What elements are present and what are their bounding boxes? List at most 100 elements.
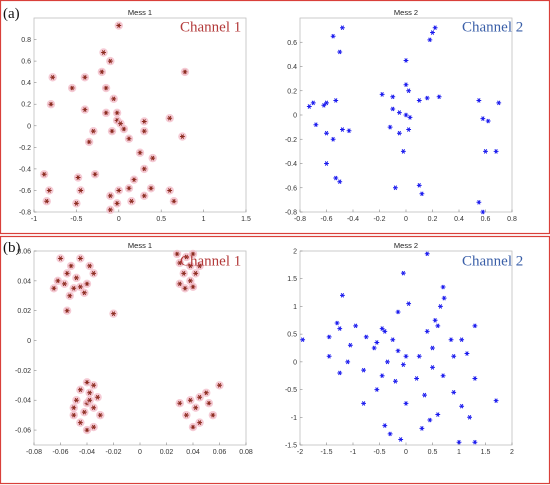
data-point (347, 342, 353, 348)
data-point (485, 118, 491, 124)
data-point (406, 88, 412, 94)
data-point (114, 201, 120, 206)
data-point (78, 188, 84, 193)
data-point (483, 149, 488, 154)
data-point (476, 199, 482, 205)
data-point (197, 263, 203, 269)
data-point (91, 382, 97, 388)
data-point (467, 414, 472, 420)
data-point (111, 311, 116, 317)
data-point (330, 33, 336, 39)
y-tick-label: -0.2 (285, 137, 297, 144)
data-point (390, 106, 396, 112)
y-tick-label: -0.8 (19, 210, 31, 217)
panel-title: Mess 1 (128, 241, 152, 250)
data-point (390, 94, 396, 100)
data-point (46, 188, 52, 193)
data-point (217, 382, 222, 388)
data-point (407, 115, 413, 120)
y-tick-label: 0.5 (287, 332, 297, 339)
row-b-label: (b) (3, 240, 21, 256)
data-point (107, 58, 113, 64)
channel-label: Channel 2 (462, 254, 523, 270)
data-point (374, 340, 380, 345)
y-tick-label: 1 (293, 304, 297, 311)
data-point (131, 177, 137, 182)
x-tick-label: 1 (457, 449, 461, 456)
data-point (64, 308, 70, 314)
panel-b1: -0.08 -0.06 -0.04 -0.02 0 0.02 0.04 0.06 0.08 -0.… (15, 241, 253, 456)
x-tick-label: 2 (510, 449, 514, 456)
data-point (440, 373, 446, 379)
x-tick-label: 0 (138, 449, 142, 456)
data-point (64, 271, 70, 276)
channel-label: Channel 1 (180, 254, 241, 270)
panel-b2: -2 -1.5 -1 -0.5 0 0.5 1 1.5 2-1.5-1-0.500.511.52… (285, 241, 523, 456)
data-point (86, 139, 92, 145)
data-point (432, 25, 438, 31)
data-point (190, 251, 196, 257)
data-point (210, 412, 216, 418)
data-point (150, 155, 156, 161)
y-tick-label: 0 (27, 338, 31, 345)
data-point (69, 85, 75, 91)
data-point (476, 98, 482, 103)
data-point (480, 209, 486, 215)
data-point (187, 397, 193, 403)
y-tick-label: -0.02 (15, 368, 31, 375)
y-tick-label: 0.02 (17, 308, 31, 315)
y-tick-label: 0.6 (287, 40, 297, 47)
data-point (84, 427, 90, 433)
data-point (379, 326, 385, 331)
data-point (67, 293, 73, 299)
data-point (167, 188, 173, 193)
data-point (206, 400, 212, 406)
data-point (55, 278, 61, 284)
data-point (101, 50, 106, 55)
x-tick-label: -0.6 (320, 216, 332, 223)
data-point (74, 397, 79, 403)
data-point (91, 271, 97, 276)
data-point (77, 420, 83, 425)
panel-a1: -1 -0.5 0 0.5 1 1.5 -0.8 -0.6 -0.4 -0.2 0 0.2 0.4 0.6… (19, 8, 251, 223)
data-point (424, 329, 430, 334)
data-point (419, 426, 425, 431)
x-tick-label: -0.5 (373, 449, 385, 456)
x-tick-label: -0.02 (106, 449, 122, 456)
data-point (171, 198, 177, 204)
x-tick-label: -0.06 (53, 449, 69, 456)
data-point (71, 405, 77, 411)
data-point (324, 130, 329, 136)
data-point (74, 201, 79, 206)
x-tick-label: 0 (404, 216, 408, 223)
x-tick-label: 0.5 (156, 216, 166, 223)
data-point (190, 284, 196, 290)
data-point (51, 285, 57, 291)
x-tick-label: -1.5 (320, 449, 332, 456)
data-point (116, 188, 122, 193)
data-point (148, 185, 154, 191)
data-point (99, 69, 105, 75)
data-point (44, 198, 50, 204)
x-tick-label: -0.8 (294, 216, 306, 223)
data-point (77, 284, 83, 290)
data-point (190, 424, 196, 430)
y-tick-label: 0 (293, 113, 297, 120)
y-tick-label: 0.4 (21, 80, 31, 87)
data-point (81, 409, 87, 415)
data-point (440, 284, 446, 290)
data-point (187, 278, 193, 284)
y-tick-label: 0.4 (287, 64, 297, 71)
data-point (396, 130, 402, 136)
data-point (326, 353, 332, 359)
x-tick-label: 1.5 (241, 216, 251, 223)
data-point (87, 397, 93, 403)
panel-a2: -0.8 -0.6 -0.4 -0.2 0 0.2 0.4 0.6 0.8 -0.8 -0.6 -0.… (285, 8, 523, 223)
channel-label: Channel 1 (180, 20, 241, 36)
data-point (430, 30, 435, 35)
data-point (141, 119, 147, 124)
data-point (493, 149, 499, 154)
data-point (197, 394, 203, 400)
data-point (182, 285, 188, 291)
data-point (114, 110, 120, 116)
